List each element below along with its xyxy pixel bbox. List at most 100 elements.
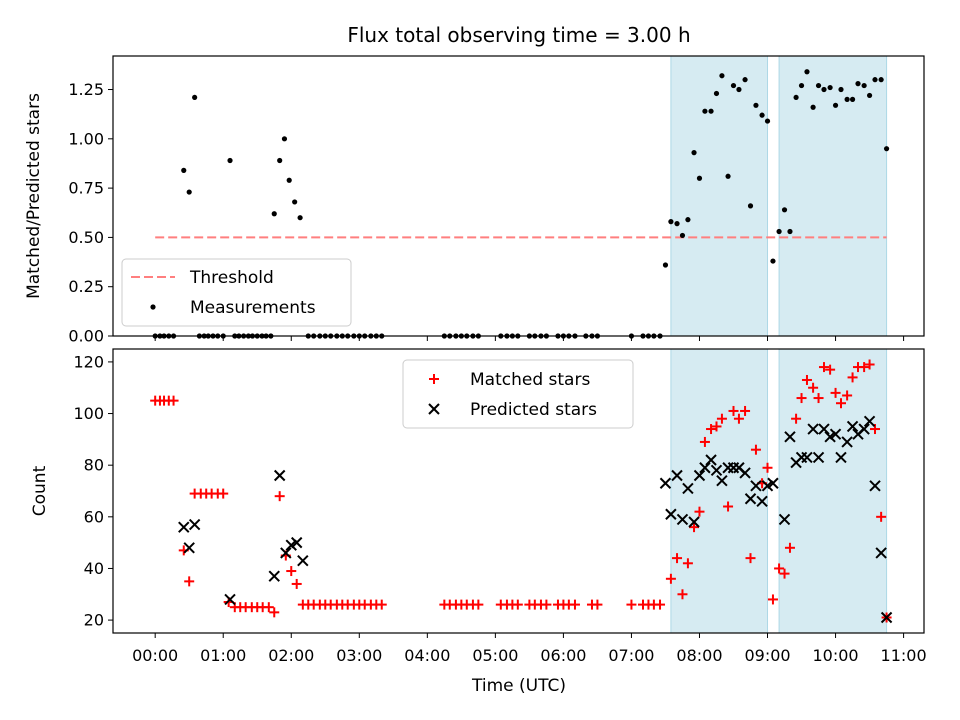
data-point	[706, 424, 717, 435]
count-points	[150, 359, 893, 624]
shaded-span	[778, 55, 888, 337]
data-point	[694, 506, 705, 517]
shaded-span	[670, 55, 769, 337]
data-point	[710, 464, 723, 477]
data-point	[297, 555, 309, 567]
x-tick-label: 11:00	[881, 646, 927, 665]
data-point	[286, 566, 297, 577]
data-point	[876, 511, 887, 522]
data-point	[679, 232, 686, 239]
bottom-legend: Matched stars Predicted stars	[402, 359, 634, 429]
data-point	[699, 462, 711, 474]
data-point	[764, 118, 771, 124]
data-point	[781, 207, 788, 213]
y-tick-label: 60	[84, 507, 104, 526]
data-point	[655, 599, 666, 610]
data-point	[183, 542, 195, 554]
legend-measurements-label: Measurements	[190, 298, 316, 318]
x-tick-label: 06:00	[540, 646, 586, 665]
data-point	[659, 477, 672, 489]
data-point	[736, 86, 742, 93]
data-point	[263, 602, 274, 613]
data-point	[855, 81, 861, 87]
data-point	[668, 219, 674, 225]
data-point	[791, 413, 802, 424]
top-y-ticks: 0.00 0.25 0.50 0.75 1.00 1.25	[68, 80, 113, 346]
chart-title: Flux total observing time = 3.00 h	[347, 23, 690, 47]
data-point	[861, 82, 867, 89]
top-legend: Threshold Measurements	[121, 258, 352, 327]
data-point	[798, 82, 805, 89]
data-point	[815, 82, 822, 89]
data-point	[812, 451, 825, 464]
data-point	[696, 175, 703, 181]
data-point	[779, 568, 790, 579]
data-point	[753, 102, 759, 108]
legend-measurements-swatch	[150, 304, 156, 310]
legend-matched-swatch	[429, 374, 439, 384]
data-point	[796, 393, 807, 404]
legend-box	[121, 258, 352, 327]
data-point	[268, 570, 280, 582]
y-tick-label: 1.25	[68, 80, 104, 99]
data-point	[864, 359, 875, 370]
data-point	[671, 469, 683, 482]
x-tick-label: 00:00	[132, 646, 178, 665]
data-point	[674, 221, 680, 227]
data-point	[841, 436, 853, 448]
data-point	[705, 454, 717, 466]
data-point	[875, 547, 887, 559]
data-point	[863, 415, 876, 427]
data-point	[767, 477, 779, 489]
legend-predicted-swatch	[428, 403, 440, 415]
data-point	[880, 611, 893, 624]
data-point	[184, 576, 195, 587]
data-point	[512, 599, 523, 610]
x-tick-label: 07:00	[608, 646, 654, 665]
data-point	[693, 469, 706, 482]
data-point	[665, 508, 677, 520]
data-point	[770, 258, 776, 264]
y-tick-label: 0.75	[68, 179, 104, 198]
data-point	[813, 393, 824, 404]
data-point	[776, 228, 782, 235]
data-point	[784, 542, 795, 553]
data-point	[716, 413, 727, 424]
data-point	[713, 90, 720, 97]
data-point	[626, 599, 637, 610]
y-tick-label: 1.00	[68, 129, 104, 148]
data-point	[291, 578, 302, 589]
data-point	[750, 480, 762, 492]
data-point	[280, 547, 292, 559]
y-tick-label: 0.25	[68, 277, 104, 296]
data-point	[708, 108, 714, 114]
data-point	[224, 593, 236, 606]
data-point	[810, 104, 816, 110]
data-point	[883, 146, 890, 152]
data-point	[730, 82, 737, 89]
data-point	[858, 423, 870, 435]
bottom-y-ticks: 20 40 60 80 100 120	[73, 352, 113, 630]
data-point	[793, 94, 799, 101]
data-point	[281, 136, 288, 142]
legend-box	[402, 359, 634, 429]
data-point	[181, 167, 187, 173]
data-point	[716, 474, 728, 487]
x-tick-label: 10:00	[812, 646, 858, 665]
data-point	[676, 513, 689, 526]
data-point	[832, 102, 839, 108]
data-point	[818, 423, 830, 435]
data-point	[866, 92, 873, 99]
y-tick-label: 80	[84, 456, 104, 475]
data-point	[778, 513, 791, 526]
data-point	[878, 77, 884, 83]
x-tick-label: 05:00	[472, 646, 518, 665]
data-point	[685, 217, 691, 223]
data-point	[672, 553, 683, 564]
x-tick-label: 03:00	[336, 646, 382, 665]
bottom-axes-frame	[112, 348, 925, 634]
data-point	[801, 451, 813, 464]
top-x-ticks	[154, 336, 905, 341]
data-point	[711, 421, 722, 432]
